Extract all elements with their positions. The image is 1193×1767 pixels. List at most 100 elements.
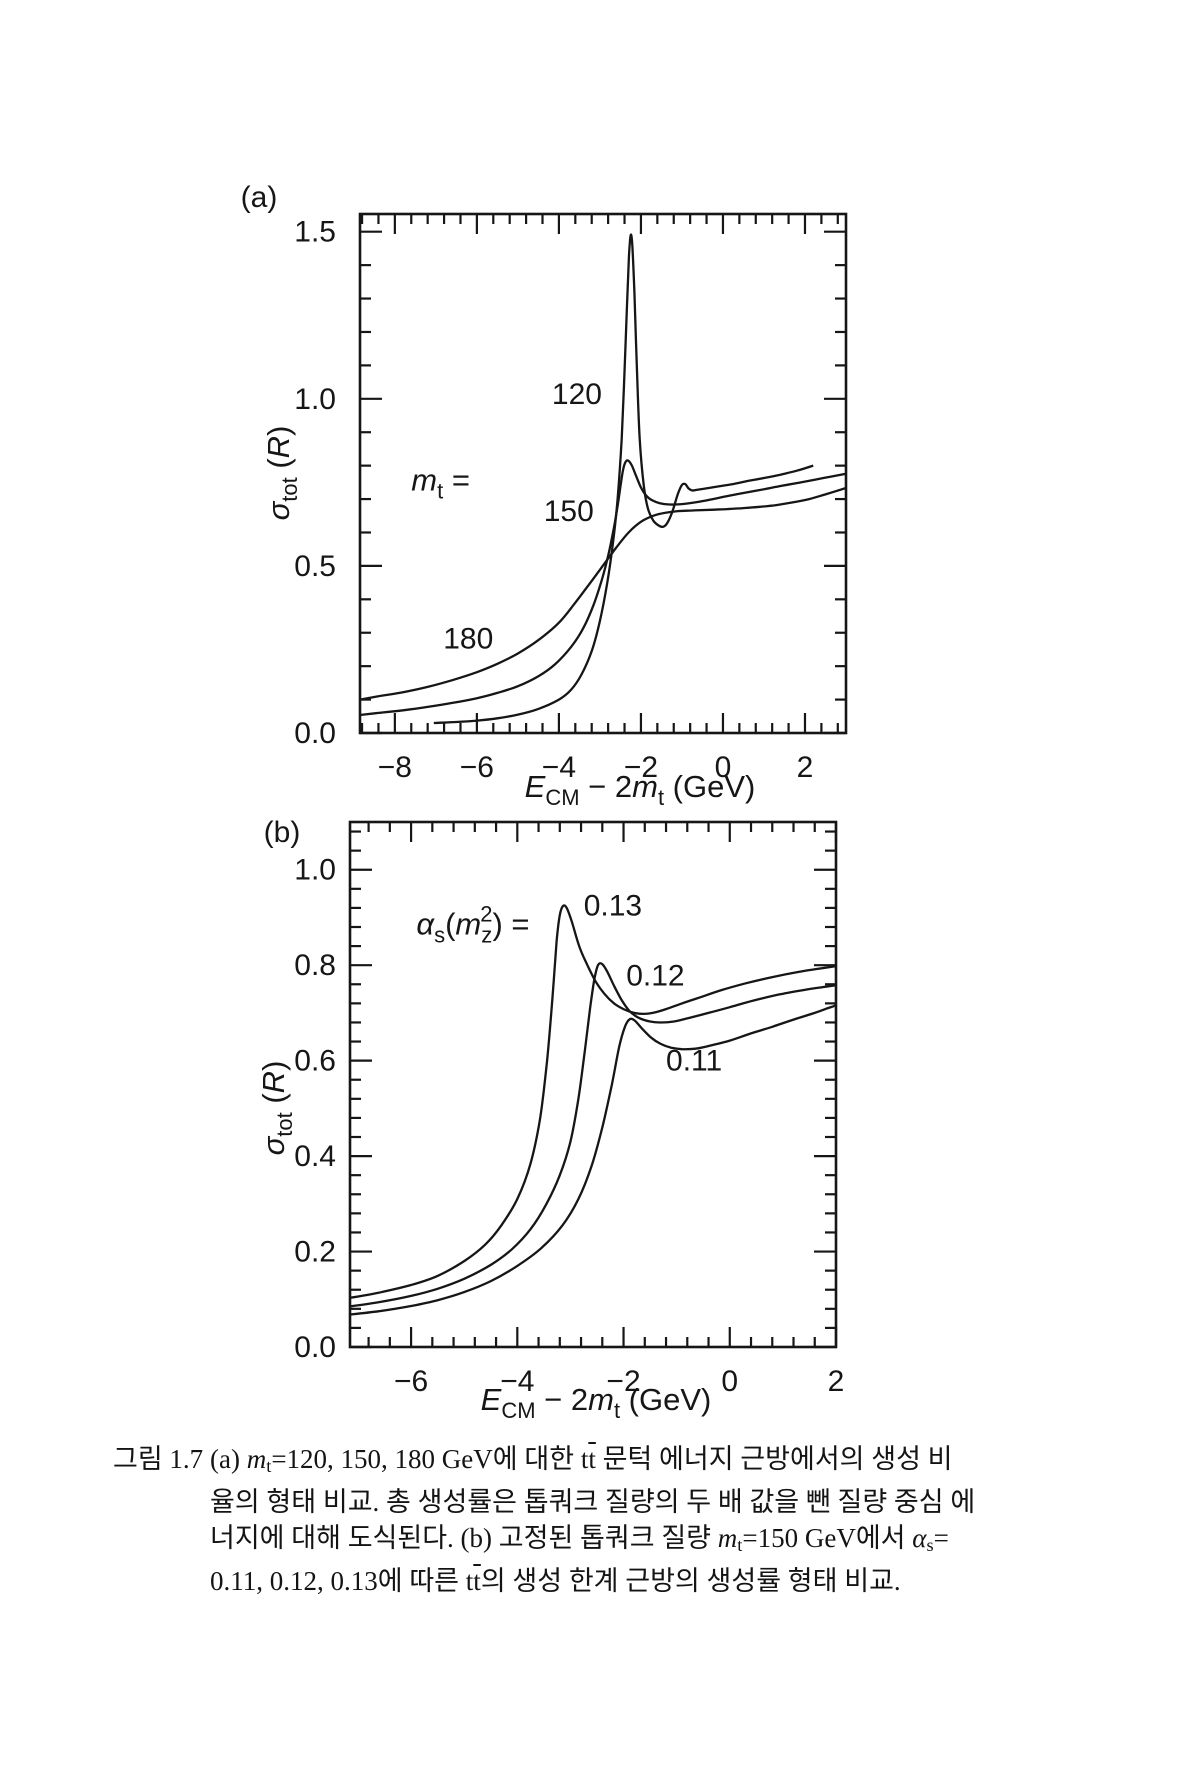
caption-segment: (a) [210,1444,247,1474]
series-label-180: 180 [443,622,493,655]
y-tick-label-a: 1.5 [294,216,336,249]
x-tick-label-a: −2 [624,751,658,784]
label-segment: (GeV) [664,769,755,804]
caption-segment: 너지에 대해 도식된다. (b) 고정된 톱쿼크 질량 [210,1523,718,1554]
series-label-0.13: 0.13 [584,890,642,923]
caption-segment: s [926,1535,934,1556]
y-tick-label-b: 0.0 [294,1331,336,1364]
y-tick-label-b: 1.0 [294,854,336,887]
caption-segment: =120, 150, 180 GeV에 대한 [271,1444,581,1474]
x-tick-label-a: −8 [378,751,412,784]
caption-segment: 문턱 에너지 근방에서의 생성 비 [595,1444,953,1474]
y-tick-label-a: 1.0 [294,383,336,416]
x-tick-label-a: −4 [542,751,576,784]
series-label-150: 150 [544,495,594,528]
label-segment: ) [261,426,296,436]
y-tick-label-a: 0.5 [294,550,336,583]
legend-note-b: αs(mz2) = [416,902,529,948]
label-segment: m [455,907,481,942]
caption-segment: t [465,1566,474,1597]
label-segment: CM [501,1398,535,1423]
caption-segment: α [912,1523,927,1554]
label-segment: − 2 [580,769,633,804]
curve-150 [359,459,847,717]
panel-label-a: (a) [241,181,278,214]
label-segment: ( [256,1093,291,1113]
label-segment: 2 [480,902,492,927]
caption-body: (a) mt=120, 150, 180 GeV에 대한 tt 문턱 에너지 근… [210,1441,1098,1599]
y-tick-label-a: 0.0 [294,717,336,750]
caption-segment: m [246,1444,267,1474]
label-segment: CM [545,785,579,810]
x-tick-label-b: −6 [394,1365,428,1398]
caption-segment: 율의 형태 비교. 총 생성률은 톱쿼크 질량의 두 배 값을 뺀 질량 중심 … [210,1487,976,1518]
legend-note-a: mt = [411,463,470,504]
label-segment: ( [261,458,296,478]
x-tick-label-b: 0 [721,1365,738,1398]
curve-120 [433,233,814,725]
label-segment: E [481,1382,502,1417]
series-label-120: 120 [552,378,602,411]
panel-label-b: (b) [264,816,301,849]
caption-number: 그림 1.7 [113,1444,204,1474]
caption-segment: t [588,1444,596,1474]
y-tick-label-b: 0.2 [294,1236,336,1269]
label-segment: tot [272,1112,297,1136]
plot-a-frame [358,212,848,735]
caption-segment: = [933,1523,949,1554]
label-segment: = [443,463,470,498]
x-axis-title-b: ECM − 2mt (GeV) [481,1382,712,1423]
x-tick-label-a: 0 [715,751,732,784]
label-segment: σ [256,1135,291,1155]
y-axis-title-b: σtot (R) [256,1061,297,1156]
x-tick-label-a: −6 [460,751,494,784]
label-segment: t [658,785,664,810]
caption-line-4: 0.11, 0.12, 0.13에 따른 tt의 생성 한계 근방의 생성률 형… [210,1563,1098,1599]
label-segment: σ [261,500,296,520]
label-segment: s [434,923,445,948]
label-segment: ) [256,1061,291,1071]
plot-b [348,820,838,1349]
label-segment: t [614,1398,620,1423]
caption-segment: t [580,1444,589,1474]
label-segment: t [437,479,443,504]
caption-line-3: 너지에 대해 도식된다. (b) 고정된 톱쿼크 질량 mt=150 GeV에서… [210,1520,1098,1563]
label-segment: m [588,1382,614,1417]
caption-line-2: 율의 형태 비교. 총 생성률은 톱쿼크 질량의 두 배 값을 뺀 질량 중심 … [210,1484,1098,1520]
label-segment: z [481,923,492,948]
y-tick-label-b: 0.8 [294,949,336,982]
series-label-0.11: 0.11 [666,1045,722,1078]
caption-segment: 의 생성 한계 근방의 생성률 형태 비교. [480,1566,901,1597]
label-segment: ) = [492,907,529,942]
caption-line-1: (a) mt=120, 150, 180 GeV에 대한 tt 문턱 에너지 근… [210,1441,1098,1484]
x-axis-title-a: ECM − 2mt (GeV) [525,769,756,810]
label-segment: tot [277,477,302,501]
y-tick-label-b: 0.6 [294,1045,336,1078]
caption-segment: t [737,1535,743,1556]
caption-segment: 0.11, 0.12, 0.13에 따른 [210,1566,466,1597]
y-axis-title-a: σtot (R) [261,426,302,521]
label-segment: − 2 [536,1382,589,1417]
plot-b-frame [348,820,838,1349]
label-segment: m [632,769,658,804]
caption-segment: t [473,1566,481,1597]
caption-segment: m [717,1523,738,1554]
label-segment: α [416,907,435,942]
series-label-0.12: 0.12 [626,960,684,993]
x-tick-label-b: −2 [606,1365,640,1398]
label-segment: R [261,436,296,458]
y-tick-label-b: 0.4 [294,1140,336,1173]
figure-caption: 그림 1.7 (a) mt=120, 150, 180 GeV에 대한 tt 문… [113,1441,1098,1599]
curve-180 [359,486,847,701]
curve-0.12 [349,962,837,1308]
label-segment: R [256,1071,291,1093]
x-tick-label-b: −4 [500,1365,534,1398]
caption-segment: =150 GeV에서 [742,1523,913,1554]
x-tick-label-a: 2 [797,751,814,784]
label-segment: ( [445,907,456,942]
caption-segment: t [266,1456,272,1477]
x-tick-label-b: 2 [828,1365,845,1398]
label-segment: E [525,769,546,804]
curve-0.13 [349,904,837,1299]
plot-a [358,212,848,735]
